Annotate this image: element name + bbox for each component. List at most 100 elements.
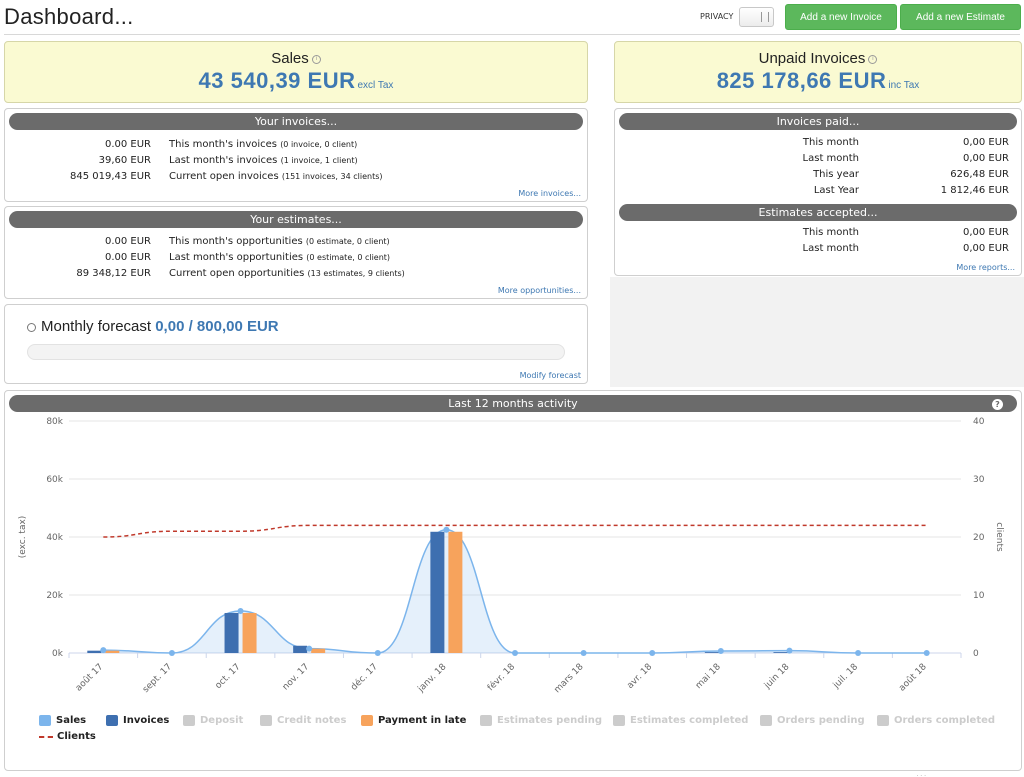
- sales-point: [717, 647, 724, 654]
- chart-legend: Sales Invoices Deposit Credit notes Payment …: [5, 391, 1021, 772]
- row-label-text: Last month's opportunities: [169, 251, 304, 263]
- legend-item-orders-completed[interactable]: Orders completed: [877, 715, 995, 726]
- row-detail: (151 invoices, 34 clients): [281, 171, 383, 181]
- row-label: This month: [802, 137, 859, 148]
- y2-tick-label: 40: [973, 417, 985, 427]
- row-amount: 39,60 EUR: [98, 154, 151, 166]
- legend-swatch: [480, 715, 492, 726]
- legend-label: Payment in late: [378, 715, 467, 726]
- forecast-title: Monthly forecast 0,00 / 800,00 EUR: [41, 318, 279, 335]
- legend-label: Estimates completed: [630, 715, 749, 726]
- row-detail: (0 invoice, 0 client): [280, 139, 358, 149]
- row-label: Last month's invoices (1 invoice, 1 clie…: [169, 155, 358, 166]
- legend-item-invoices[interactable]: Invoices: [106, 715, 169, 726]
- unpaid-kpi: Unpaid Invoices i 825 178,66 EUR inc Tax: [614, 41, 1022, 103]
- row-amount: 0.00 EUR: [104, 138, 151, 150]
- bar-payment-in-late: [311, 648, 326, 653]
- footer-decoration: · · ·: [916, 773, 926, 777]
- list-item: 0.00 EUR This month's invoices (0 invoic…: [5, 136, 587, 152]
- y-tick-label: 40k: [46, 533, 63, 543]
- reports-panel: Invoices paid... This month 0,00 EUR Last…: [614, 108, 1022, 276]
- list-item: 845 019,43 EUR Current open invoices (15…: [5, 168, 587, 184]
- row-label: Current open invoices (151 invoices, 34 …: [169, 171, 383, 182]
- privacy-toggle[interactable]: [739, 7, 774, 27]
- legend-swatch: [260, 715, 272, 726]
- invoices-header: Your invoices...: [9, 113, 583, 130]
- legend-item-sales[interactable]: Sales: [39, 715, 86, 726]
- more-opportunities-link[interactable]: More opportunities...: [497, 286, 581, 295]
- legend-swatch: [877, 715, 889, 726]
- sales-point: [168, 650, 175, 656]
- unpaid-title: Unpaid Invoices i: [615, 50, 1021, 67]
- unpaid-title-text: Unpaid Invoices: [758, 50, 866, 67]
- estimates-accepted-header: Estimates accepted...: [619, 204, 1017, 221]
- legend-swatch: [361, 715, 373, 726]
- more-invoices-link[interactable]: More invoices...: [518, 189, 581, 198]
- bar-invoices: [293, 645, 308, 653]
- legend-label: Credit notes: [277, 715, 347, 726]
- invoices-paid-header: Invoices paid...: [619, 113, 1017, 130]
- add-invoice-button[interactable]: Add a new Invoice: [785, 4, 897, 30]
- info-icon[interactable]: i: [311, 54, 321, 64]
- page-title: Dashboard...: [4, 4, 134, 29]
- row-label: Last month's opportunities (0 estimate, …: [169, 252, 390, 263]
- legend-item-payment-in-late[interactable]: Payment in late: [361, 715, 466, 726]
- row-detail: (0 estimate, 0 client): [306, 252, 391, 262]
- row-label: This month's invoices (0 invoice, 0 clie…: [169, 139, 357, 150]
- add-estimate-button[interactable]: Add a new Estimate: [900, 4, 1021, 30]
- bar-invoices: [224, 612, 239, 653]
- row-amount: 0.00 EUR: [104, 235, 151, 247]
- row-label: Last month: [802, 153, 859, 164]
- legend-label: Orders completed: [894, 715, 996, 726]
- clock-icon: [27, 323, 36, 332]
- legend-swatch: [39, 715, 51, 726]
- y-tick-label: 80k: [46, 417, 63, 427]
- row-value: 0,00 EUR: [962, 227, 1009, 238]
- row-value: 626,48 EUR: [950, 169, 1009, 180]
- sales-point: [443, 526, 450, 533]
- legend-dash: [39, 735, 53, 738]
- row-label: Last Year: [813, 185, 859, 196]
- legend-item-orders-pending[interactable]: Orders pending: [760, 715, 865, 726]
- sales-point: [100, 647, 107, 654]
- sales-point: [923, 650, 930, 656]
- more-reports-link[interactable]: More reports...: [956, 263, 1015, 272]
- legend-label: Clients: [57, 731, 96, 742]
- info-icon[interactable]: i: [868, 54, 878, 64]
- legend-item-credit-notes[interactable]: Credit notes: [260, 715, 346, 726]
- legend-item-estimates-pending[interactable]: Estimates pending: [480, 715, 602, 726]
- row-label-text: Last month's invoices: [169, 154, 278, 166]
- toggle-knob[interactable]: [761, 12, 769, 22]
- legend-item-estimates-completed[interactable]: Estimates completed: [613, 715, 748, 726]
- sales-point: [237, 607, 244, 614]
- estimates-header: Your estimates...: [9, 211, 583, 228]
- list-item: 89 348,12 EUR Current open opportunities…: [5, 265, 587, 281]
- legend-label: Deposit: [200, 715, 244, 726]
- bar-payment-in-late: [448, 531, 463, 653]
- legend-swatch: [183, 715, 195, 726]
- forecast-title-text: Monthly forecast: [41, 318, 152, 335]
- unpaid-amount: 825 178,66 EUR inc Tax: [615, 68, 1021, 94]
- row-label-text: This month's opportunities: [169, 235, 303, 247]
- privacy-label: PRIVACY: [700, 12, 734, 21]
- list-item: This year 626,48 EUR: [615, 169, 1021, 185]
- forecast-progress-bar: [27, 344, 565, 360]
- row-detail: (13 estimates, 9 clients): [307, 268, 405, 278]
- row-label: This month: [802, 227, 859, 238]
- clients-line: [103, 524, 927, 538]
- modify-forecast-link[interactable]: Modify forecast: [519, 371, 581, 380]
- y-axis-title: (exc. tax): [18, 516, 28, 559]
- y-tick-label: 60k: [46, 475, 63, 485]
- y2-tick-label: 20: [973, 533, 985, 543]
- list-item: Last month 0,00 EUR: [615, 153, 1021, 169]
- sales-title: Sales i: [5, 50, 587, 67]
- header-divider: [4, 34, 1020, 35]
- legend-item-deposit[interactable]: Deposit: [183, 715, 243, 726]
- row-label: Last month: [802, 243, 859, 254]
- help-icon[interactable]: ?: [992, 399, 1003, 410]
- forecast-panel: Monthly forecast 0,00 / 800,00 EUR Modif…: [4, 304, 588, 384]
- row-detail: (0 estimate, 0 client): [305, 236, 390, 246]
- list-item: Last month 0,00 EUR: [615, 243, 1021, 259]
- sales-point: [786, 647, 793, 654]
- legend-item-clients[interactable]: Clients: [39, 731, 96, 742]
